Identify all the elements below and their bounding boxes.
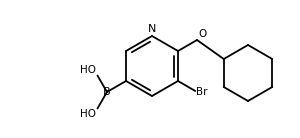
Text: Br: Br	[196, 87, 208, 97]
Text: HO: HO	[80, 65, 97, 75]
Text: HO: HO	[80, 109, 97, 120]
Text: N: N	[148, 25, 156, 34]
Text: B: B	[103, 87, 111, 97]
Text: O: O	[198, 29, 206, 39]
